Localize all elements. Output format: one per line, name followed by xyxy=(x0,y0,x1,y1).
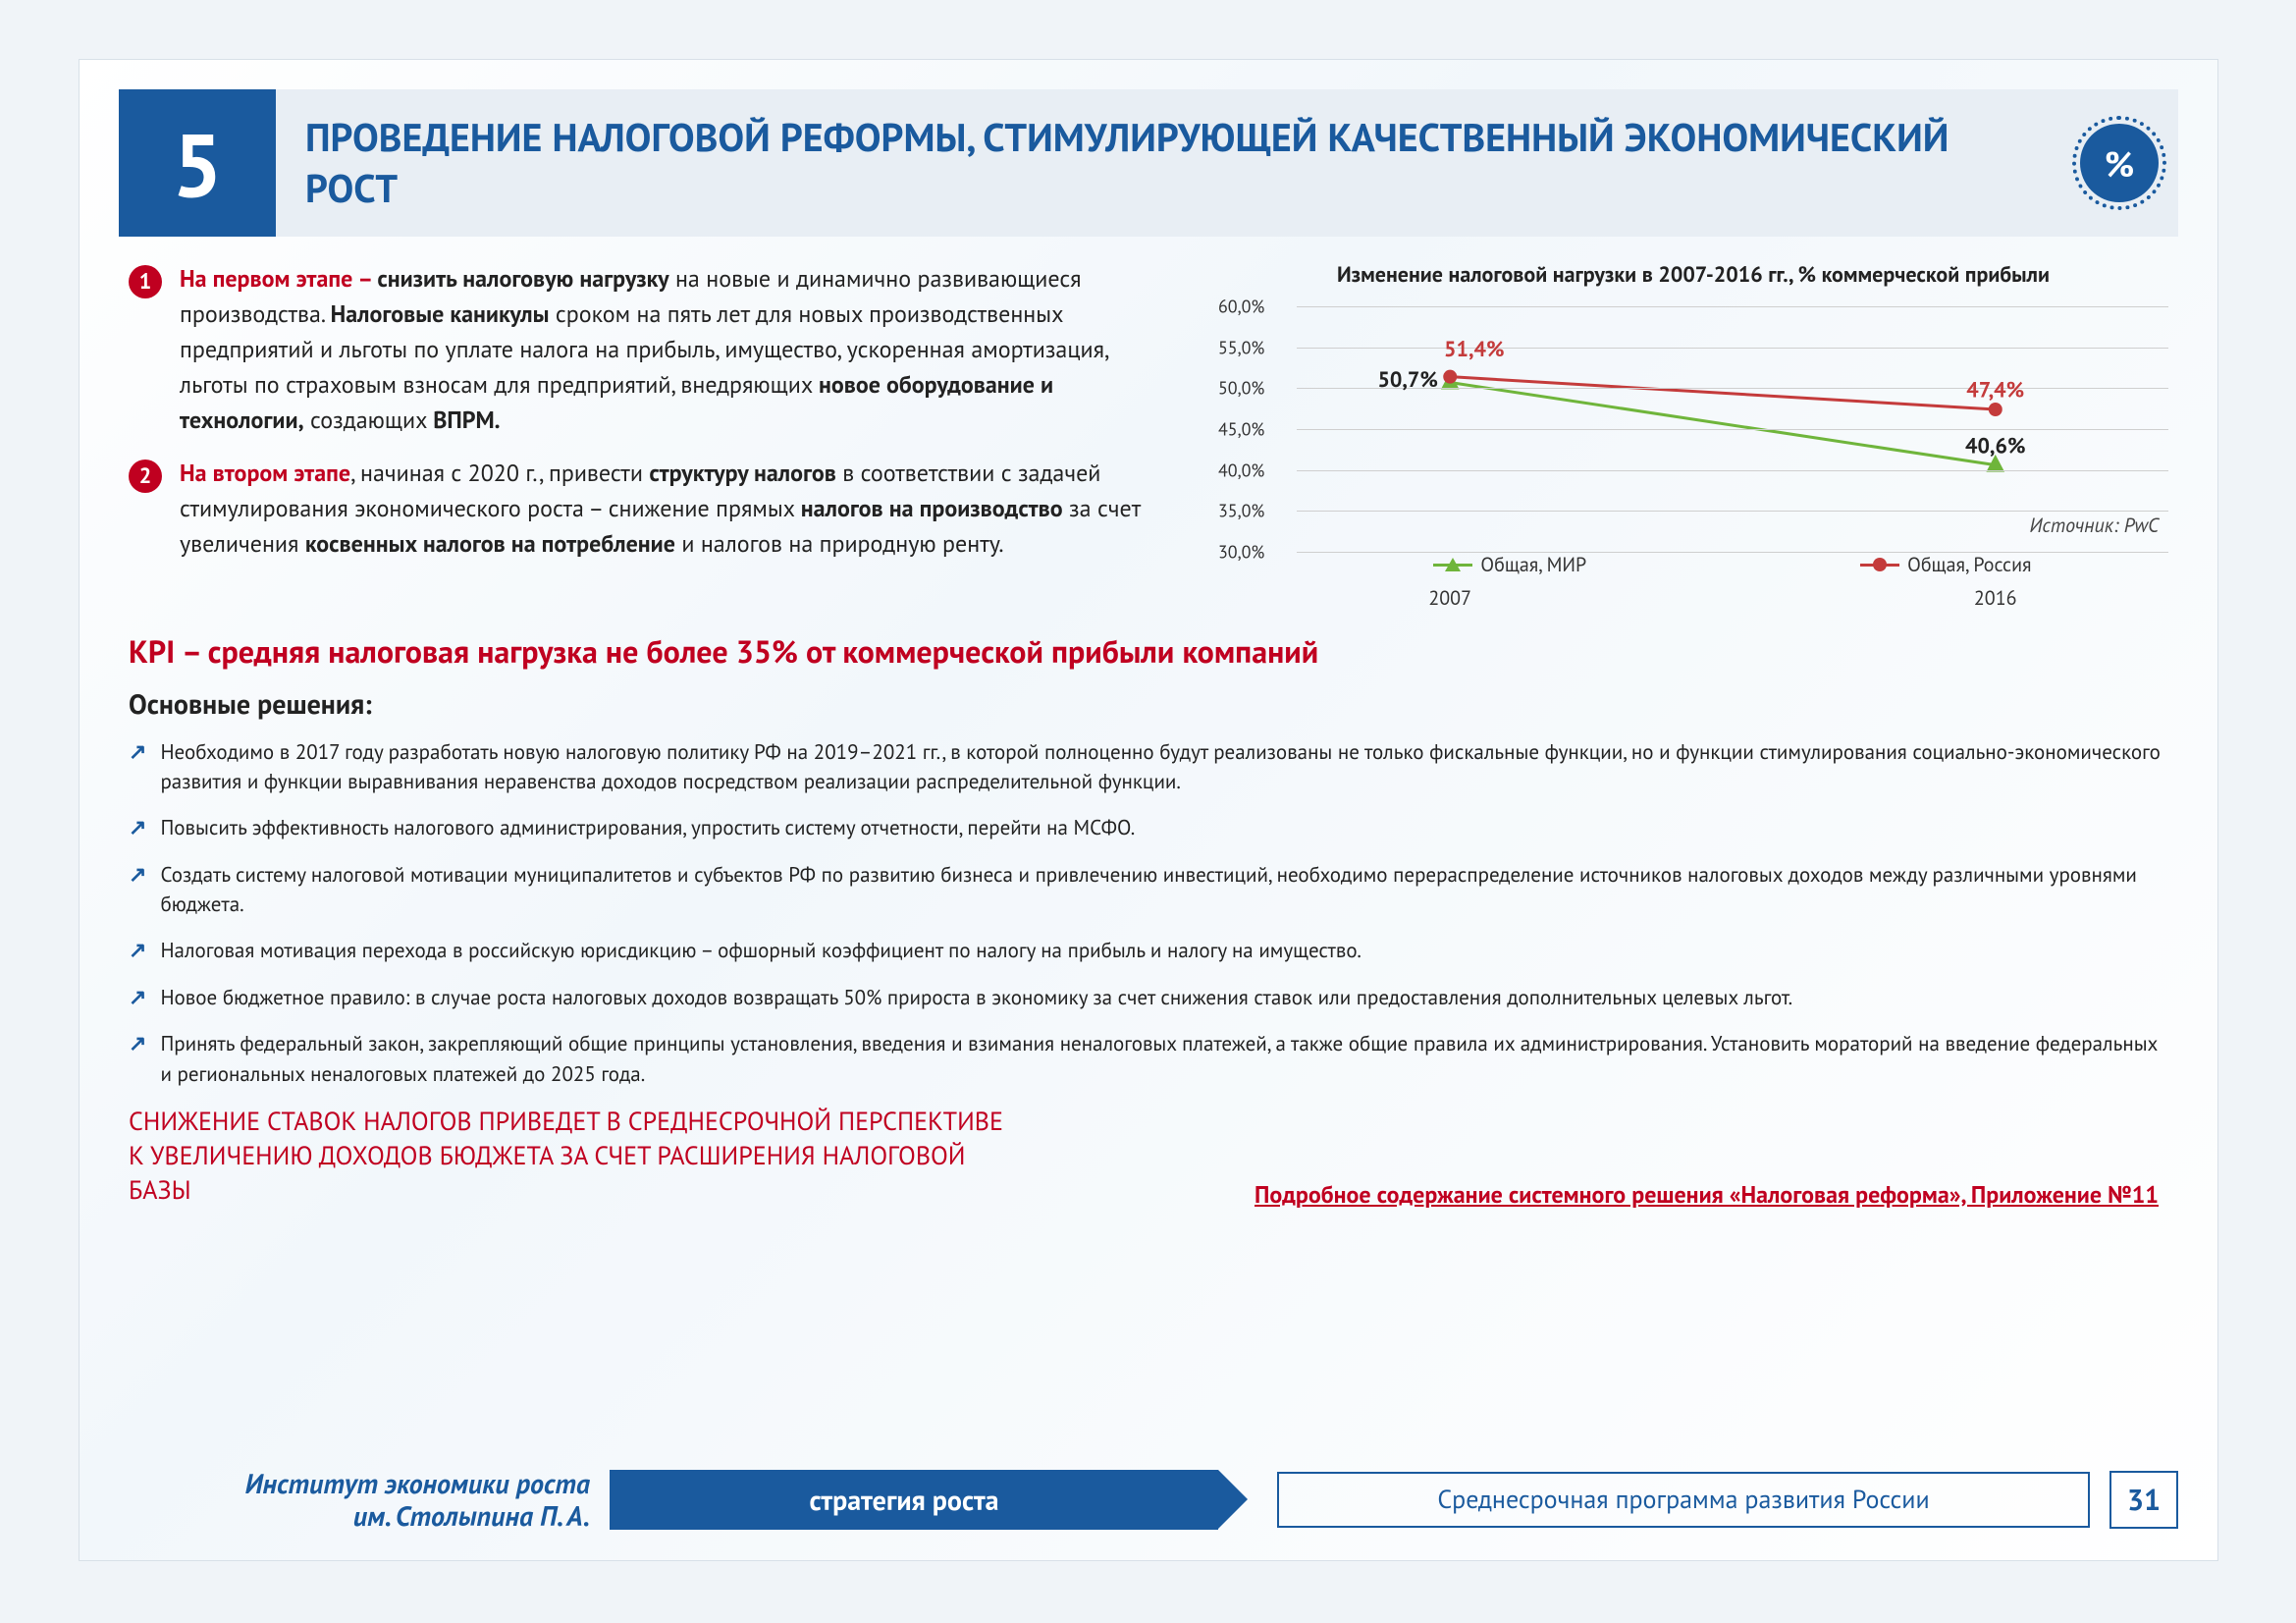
chart-title: Изменение налоговой нагрузки в 2007-2016… xyxy=(1218,261,2168,289)
solution-text: Налоговая мотивация перехода в российску… xyxy=(160,936,1361,967)
arrow-icon: ↗ xyxy=(129,983,146,1014)
data-label: 40,6% xyxy=(1965,432,2025,460)
data-label: 50,7% xyxy=(1377,366,1437,394)
stage-number-badge: 2 xyxy=(129,460,162,493)
solutions-list: ↗Необходимо в 2017 году разработать нову… xyxy=(129,737,2168,1089)
gridline xyxy=(1297,470,2168,471)
chart-legend: Общая, МИР Общая, Россия xyxy=(1297,552,2168,577)
y-tick-label: 30,0% xyxy=(1218,541,1264,564)
stage-text: На втором этапе, начиная с 2020 г., прив… xyxy=(180,456,1179,562)
legend-item: Общая, МИР xyxy=(1433,552,1586,577)
solution-text: Принять федеральный закон, закрепляющий … xyxy=(160,1029,2168,1089)
slide-title: ПРОВЕДЕНИЕ НАЛОГОВОЙ РЕФОРМЫ, СТИМУЛИРУЮ… xyxy=(276,89,2060,237)
stage-text: На первом этапе – снизить налоговую нагр… xyxy=(180,261,1179,438)
appendix-link[interactable]: Подробное содержание системного решения … xyxy=(129,1179,2159,1210)
stage-number-badge: 1 xyxy=(129,265,162,298)
gridline xyxy=(1297,306,2168,307)
x-tick-label: 2016 xyxy=(1974,585,2017,611)
y-tick-label: 60,0% xyxy=(1218,296,1264,318)
data-label: 51,4% xyxy=(1444,336,1504,363)
top-two-column: 1 На первом этапе – снизить налоговую наг… xyxy=(129,261,2168,611)
institute-line2: им. Столыпина П. А. xyxy=(119,1499,590,1533)
y-tick-label: 55,0% xyxy=(1218,336,1264,358)
institute-name: Институт экономики роста им. Столыпина П… xyxy=(119,1467,590,1533)
arrow-icon: ↗ xyxy=(129,936,146,967)
legend-item: Общая, Россия xyxy=(1860,552,2031,577)
arrow-icon: ↗ xyxy=(129,813,146,844)
solution-item: ↗ Налоговая мотивация перехода в российск… xyxy=(129,936,2168,967)
solutions-heading: Основные решения: xyxy=(129,685,2168,722)
chart-source: Источник: PwC xyxy=(2029,513,2159,538)
gridline xyxy=(1297,429,2168,430)
percent-icon: % xyxy=(2080,124,2159,202)
solution-text: Повысить эффективность налогового админи… xyxy=(160,813,1135,844)
solution-item: ↗Создать систему налоговой мотивации мун… xyxy=(129,860,2168,920)
y-tick-label: 35,0% xyxy=(1218,500,1264,522)
stages-column: 1 На первом этапе – снизить налоговую наг… xyxy=(129,261,1179,611)
slide-header: 5 ПРОВЕДЕНИЕ НАЛОГОВОЙ РЕФОРМЫ, СТИМУЛИР… xyxy=(119,89,2178,237)
y-tick-label: 45,0% xyxy=(1218,418,1264,441)
solution-text: Необходимо в 2017 году разработать новую… xyxy=(160,737,2168,797)
chart-column: Изменение налоговой нагрузки в 2007-2016… xyxy=(1218,261,2168,611)
slide-footer: Институт экономики роста им. Столыпина П… xyxy=(119,1467,2178,1533)
kpi-statement: KPI – средняя налоговая нагрузка не боле… xyxy=(129,630,2168,672)
percent-badge: % xyxy=(2060,89,2178,237)
solution-text: Создать систему налоговой мотивации муни… xyxy=(160,860,2168,920)
gridline xyxy=(1297,348,2168,349)
tax-burden-chart: Источник: PwC 30,0% 35,0% 40,0% 45,0% 50,0% 5… xyxy=(1218,297,2168,611)
arrow-icon: ↗ xyxy=(129,860,146,920)
legend-label: Общая, Россия xyxy=(1907,552,2031,577)
y-tick-label: 40,0% xyxy=(1218,459,1264,481)
solution-item: ↗ Повысить эффективность налогового админ… xyxy=(129,813,2168,844)
solution-item: ↗Принять федеральный закон, закрепляющий… xyxy=(129,1029,2168,1089)
page-number: 31 xyxy=(2109,1471,2178,1529)
x-tick-label: 2007 xyxy=(1428,585,1471,611)
legend-label: Общая, МИР xyxy=(1480,552,1586,577)
section-number: 5 xyxy=(119,89,276,237)
solution-item: ↗ Новое бюджетное правило: в случае роста… xyxy=(129,983,2168,1014)
arrow-icon: ↗ xyxy=(129,737,146,797)
data-label: 47,4% xyxy=(1966,376,2024,404)
solution-text: Новое бюджетное правило: в случае роста … xyxy=(160,983,1792,1014)
y-tick-label: 50,0% xyxy=(1218,377,1264,400)
stage-item: 1 На первом этапе – снизить налоговую наг… xyxy=(129,261,1179,438)
stage-item: 2 На втором этапе, начиная с 2020 г., при… xyxy=(129,456,1179,562)
program-subtitle: Среднесрочная программа развития России xyxy=(1277,1472,2090,1528)
institute-line1: Институт экономики роста xyxy=(119,1467,590,1500)
gridline xyxy=(1297,511,2168,512)
arrow-icon: ↗ xyxy=(129,1029,146,1089)
slide-body: 1 На первом этапе – снизить налоговую наг… xyxy=(80,237,2217,1210)
solution-item: ↗Необходимо в 2017 году разработать нову… xyxy=(129,737,2168,797)
strategy-banner: стратегия роста xyxy=(610,1470,1218,1530)
slide-page: 5 ПРОВЕДЕНИЕ НАЛОГОВОЙ РЕФОРМЫ, СТИМУЛИР… xyxy=(79,59,2218,1561)
